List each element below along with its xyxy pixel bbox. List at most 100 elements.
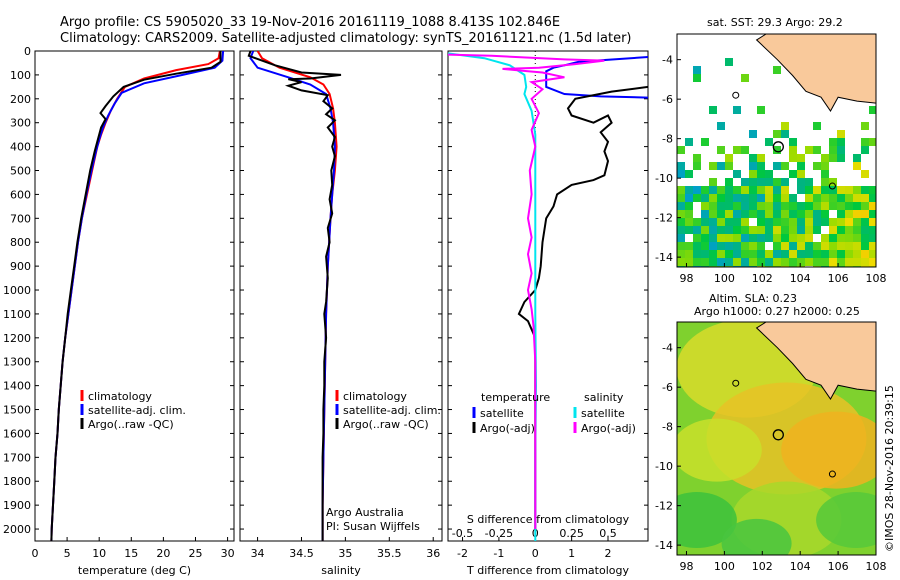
sst-cell bbox=[709, 178, 717, 186]
sst-cell bbox=[685, 242, 693, 250]
sst-cell bbox=[749, 178, 757, 186]
figure-title-line2: Climatology: CARS2009. Satellite-adjuste… bbox=[60, 31, 632, 46]
sst-cell bbox=[829, 186, 837, 194]
sst-cell bbox=[757, 202, 765, 210]
sst-cell bbox=[757, 226, 765, 234]
sst-cell bbox=[869, 250, 876, 258]
sst-cell bbox=[869, 202, 876, 210]
sst-cell bbox=[829, 146, 837, 154]
sst-cell bbox=[741, 194, 749, 202]
sst-cell bbox=[709, 242, 717, 250]
sst-cell bbox=[845, 210, 853, 218]
sst-cell bbox=[749, 170, 757, 178]
sst-cell bbox=[685, 170, 693, 178]
sst-cell bbox=[709, 226, 717, 234]
sst-cell bbox=[869, 218, 876, 226]
s-tick-label: 0.5 bbox=[599, 527, 617, 540]
sst-cell bbox=[813, 242, 821, 250]
sst-cell bbox=[845, 258, 853, 266]
x-tick-label: 25 bbox=[188, 547, 202, 560]
sst-cell bbox=[693, 162, 701, 170]
sst-cell bbox=[821, 154, 829, 162]
sst-cell bbox=[805, 218, 813, 226]
y-tick-label: 200 bbox=[10, 93, 31, 106]
sst-cell bbox=[853, 218, 861, 226]
map-y-tick-label: -10 bbox=[655, 172, 673, 185]
sst-cell bbox=[789, 170, 797, 178]
sst-cell bbox=[725, 210, 733, 218]
sst-cell bbox=[813, 258, 821, 266]
map-x-tick-label: 108 bbox=[866, 272, 887, 285]
series-line-2 bbox=[50, 51, 222, 541]
sst-cell bbox=[821, 186, 829, 194]
map-x-tick-label: 98 bbox=[679, 560, 693, 573]
map-panel-sst_map: 98 100 102 104 106 108 -4 -6 -8 -10 -12 -14 sat. SST… bbox=[655, 16, 886, 285]
sst-cell bbox=[797, 186, 805, 194]
sst-cell bbox=[717, 226, 725, 234]
sst-cell bbox=[781, 186, 789, 194]
sst-cell bbox=[757, 186, 765, 194]
sst-cell bbox=[757, 242, 765, 250]
x-tick-label: 34 bbox=[251, 547, 265, 560]
sst-cell bbox=[845, 234, 853, 242]
y-tick-label: 1900 bbox=[3, 499, 31, 512]
sst-cell bbox=[757, 218, 765, 226]
sst-cell bbox=[741, 250, 749, 258]
sst-cell bbox=[741, 210, 749, 218]
sst-cell bbox=[733, 202, 741, 210]
land-mass bbox=[755, 34, 876, 112]
sst-cell bbox=[845, 226, 853, 234]
sla-anomaly bbox=[721, 518, 792, 555]
sst-cell bbox=[677, 242, 685, 250]
sst-cell bbox=[837, 210, 845, 218]
sst-cell bbox=[797, 234, 805, 242]
sst-cell bbox=[861, 258, 869, 266]
y-tick-label: 400 bbox=[10, 141, 31, 154]
sst-cell bbox=[869, 242, 876, 250]
map-x-tick-label: 108 bbox=[866, 560, 887, 573]
sst-cell bbox=[829, 234, 837, 242]
sst-cell bbox=[797, 242, 805, 250]
sst-cell bbox=[805, 202, 813, 210]
sst-cell bbox=[749, 130, 757, 138]
sst-cell bbox=[845, 218, 853, 226]
sst-cell bbox=[805, 146, 813, 154]
sst-cell bbox=[853, 242, 861, 250]
sst-cell bbox=[717, 210, 725, 218]
sst-cell bbox=[685, 138, 693, 146]
sst-cell bbox=[757, 194, 765, 202]
sst-cell bbox=[709, 258, 717, 266]
x-tick-label: 35.5 bbox=[377, 547, 402, 560]
sst-cell bbox=[837, 130, 845, 138]
sst-cell bbox=[701, 218, 709, 226]
sst-cell bbox=[853, 250, 861, 258]
sst-cell bbox=[765, 258, 773, 266]
sst-cell bbox=[717, 202, 725, 210]
sst-cell bbox=[861, 242, 869, 250]
x-tick-label: 0 bbox=[532, 547, 539, 560]
y-tick-label: 1100 bbox=[3, 308, 31, 321]
y-tick-label: 1200 bbox=[3, 332, 31, 345]
sst-cell bbox=[765, 138, 773, 146]
sst-cell bbox=[805, 226, 813, 234]
sst-cell bbox=[701, 226, 709, 234]
sst-cell bbox=[725, 154, 733, 162]
map-y-tick-label: -8 bbox=[662, 133, 673, 146]
sst-cell bbox=[701, 138, 709, 146]
sst-cell bbox=[789, 146, 797, 154]
legend-label: satellite bbox=[581, 407, 625, 420]
sst-cell bbox=[677, 226, 685, 234]
sst-cell bbox=[677, 186, 685, 194]
sst-cell bbox=[837, 218, 845, 226]
sst-cell bbox=[725, 58, 733, 66]
sst-cell bbox=[853, 154, 861, 162]
sst-cell bbox=[861, 250, 869, 258]
sst-cell bbox=[725, 250, 733, 258]
y-tick-label: 700 bbox=[10, 212, 31, 225]
x-tick-label: -1 bbox=[493, 547, 504, 560]
sst-cell bbox=[757, 154, 765, 162]
sst-cell bbox=[765, 194, 773, 202]
x-tick-label: 2 bbox=[605, 547, 612, 560]
sla-anomaly bbox=[816, 492, 876, 549]
sst-cell bbox=[757, 250, 765, 258]
